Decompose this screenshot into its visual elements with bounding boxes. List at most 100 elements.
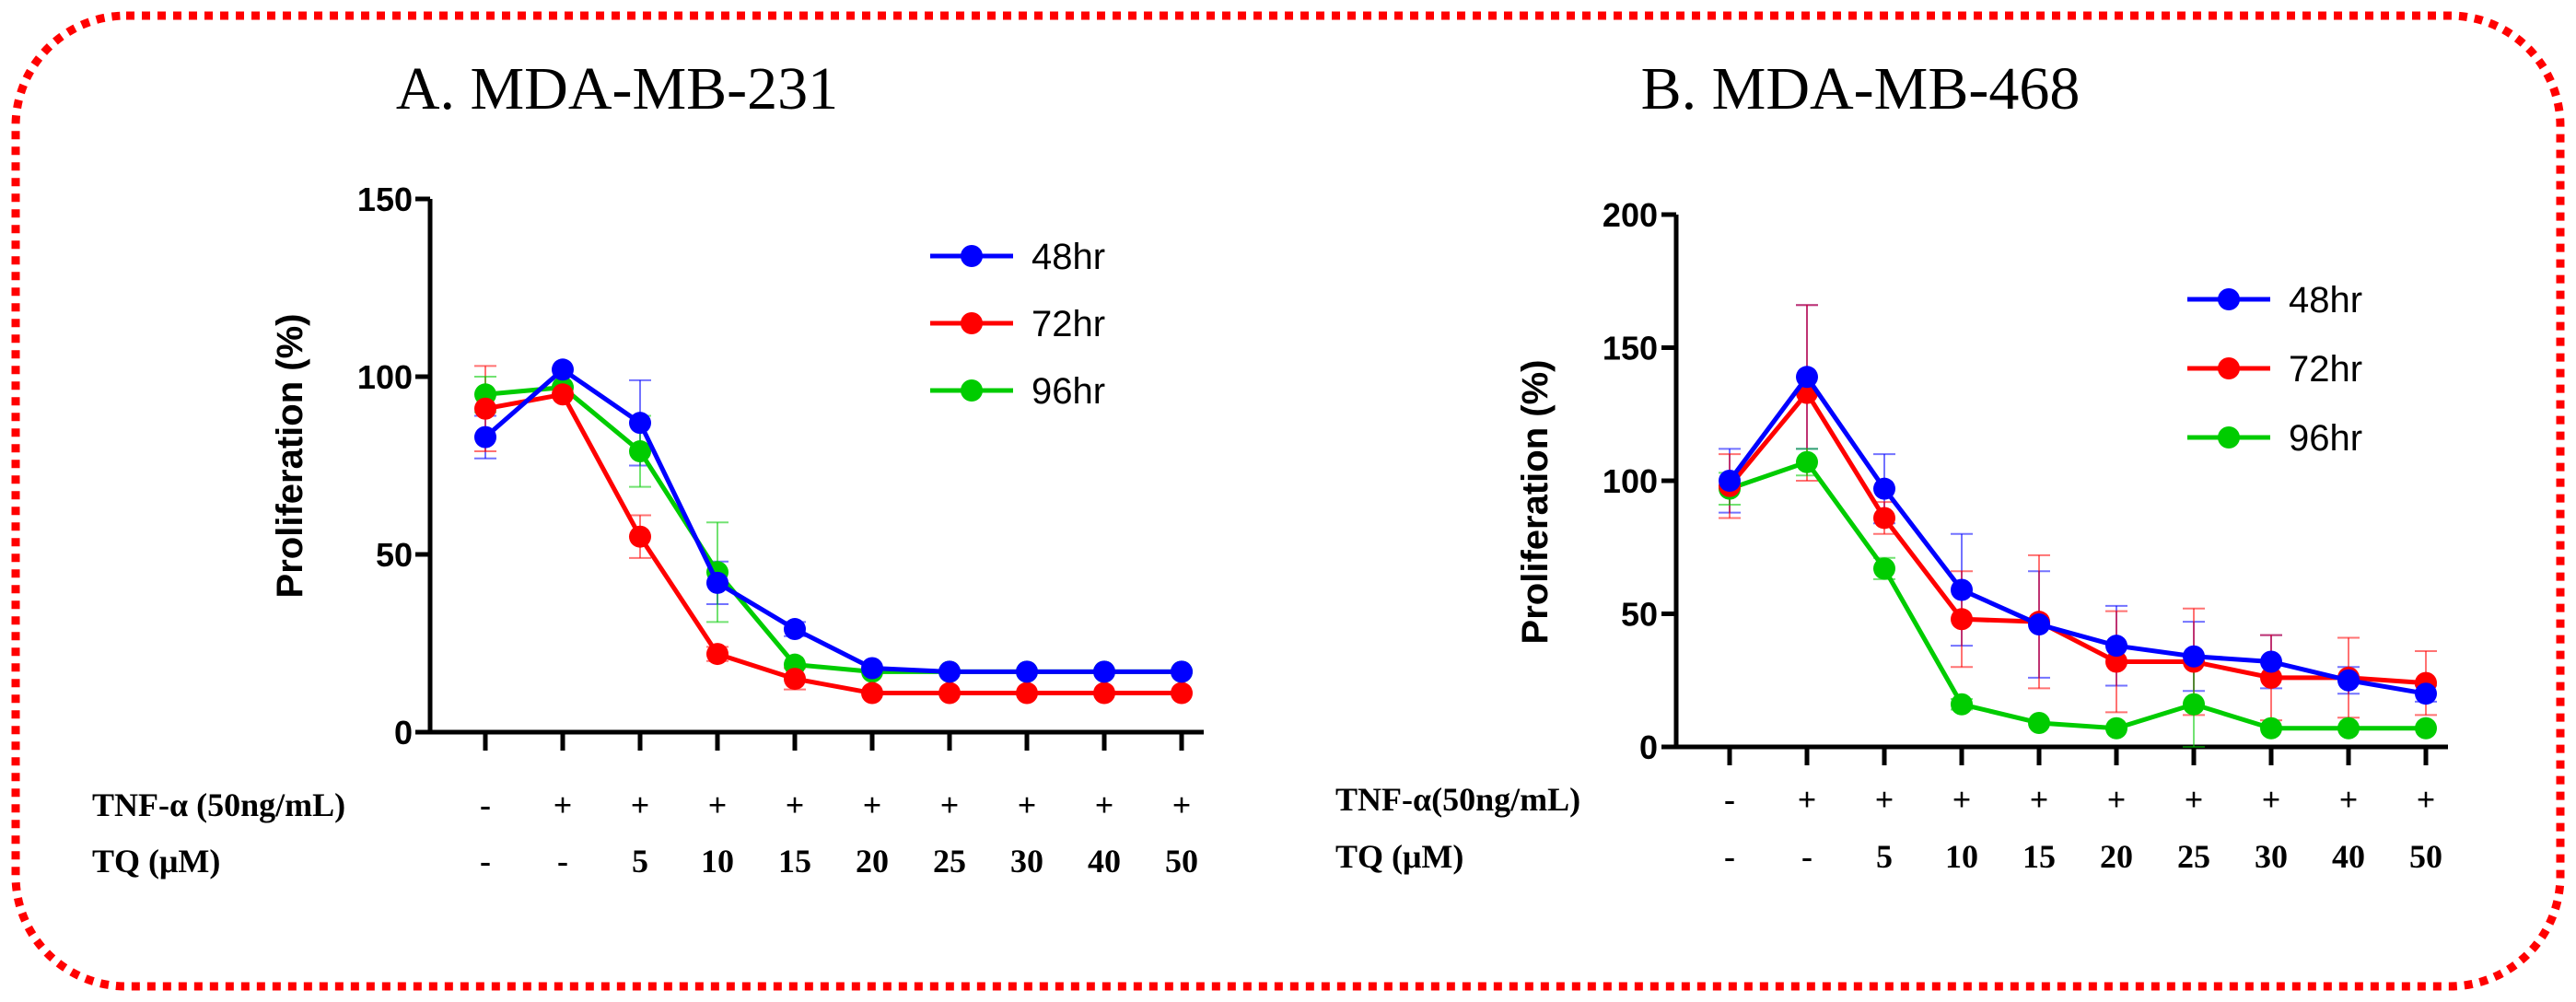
condition-value: 25: [933, 843, 966, 880]
condition-value: 15: [778, 843, 811, 880]
y-tick-label: 0: [1639, 728, 1658, 766]
chart-panel-b: B. MDA-MB-468 Proliferation (%) TNF-α(50…: [1335, 55, 2448, 875]
condition-value: -: [1724, 838, 1735, 875]
condition-value: 10: [1945, 838, 1978, 875]
data-point-96hr: [2415, 717, 2437, 740]
data-point-48hr: [1796, 366, 1818, 389]
y-tick-label: 0: [394, 714, 413, 752]
data-point-96hr: [2260, 717, 2282, 740]
condition-value: -: [557, 843, 568, 880]
data-point-48hr: [784, 618, 806, 641]
legend-label: 96hr: [1032, 371, 1105, 412]
data-point-96hr: [1873, 557, 1895, 580]
condition-value: -: [480, 843, 491, 880]
legend-label: 48hr: [1032, 237, 1105, 277]
data-point-48hr: [1171, 660, 1193, 683]
condition-value: +: [940, 786, 960, 823]
data-point-48hr: [474, 425, 496, 449]
condition-value: 40: [2332, 838, 2365, 875]
data-point-72hr: [474, 397, 496, 420]
condition-value: +: [2107, 781, 2127, 818]
condition-value: 25: [2177, 838, 2210, 875]
condition-value: 20: [856, 843, 889, 880]
data-point-48hr: [2337, 669, 2360, 692]
data-point-72hr: [1093, 682, 1115, 705]
condition-value: +: [2030, 781, 2049, 818]
row-label-tq: TQ (μM): [92, 843, 220, 880]
legend-label: 48hr: [2289, 280, 2362, 320]
legend-label: 96hr: [2289, 418, 2362, 459]
data-point-72hr: [1873, 507, 1895, 530]
y-tick-label: 200: [1603, 196, 1658, 234]
legend-label: 72hr: [2289, 349, 2362, 390]
data-point-48hr: [1719, 470, 1741, 492]
y-axis-label: Proliferation (%): [270, 314, 310, 599]
series-line-48hr: [1727, 374, 2427, 696]
data-point-48hr: [938, 660, 961, 683]
data-point-72hr: [2260, 666, 2282, 689]
data-point-48hr: [629, 412, 651, 435]
data-point-96hr: [1796, 450, 1818, 473]
condition-value: -: [480, 786, 491, 823]
data-point-48hr: [552, 358, 574, 381]
y-tick-label: 100: [1603, 462, 1658, 500]
data-point-96hr: [629, 440, 651, 463]
legend-swatch-marker: [961, 312, 983, 334]
data-point-72hr: [629, 525, 651, 548]
data-point-48hr: [1873, 477, 1895, 500]
data-point-48hr: [2028, 613, 2050, 636]
legend-label: 72hr: [1032, 304, 1105, 344]
data-point-48hr: [1093, 660, 1115, 683]
chart-panel-a: A. MDA-MB-231 Proliferation (%) TNF-α (5…: [92, 55, 1204, 880]
dotted-border: [11, 11, 2565, 991]
condition-value: +: [2417, 781, 2436, 818]
condition-value: +: [2185, 781, 2204, 818]
condition-value: +: [631, 786, 650, 823]
condition-value: 50: [2409, 838, 2442, 875]
data-point-96hr: [2337, 717, 2360, 740]
condition-value: 15: [2022, 838, 2056, 875]
data-point-72hr: [706, 643, 729, 666]
y-tick-label: 50: [1621, 596, 1658, 634]
condition-value: +: [1798, 781, 1817, 818]
data-point-72hr: [784, 668, 806, 691]
data-point-72hr: [2105, 650, 2127, 673]
row-label-tnf: TNF-α (50ng/mL): [92, 786, 345, 823]
data-point-48hr: [1016, 660, 1038, 683]
condition-value: 30: [1010, 843, 1043, 880]
legend-swatch-marker: [2218, 426, 2240, 449]
data-point-72hr: [1016, 682, 1038, 705]
y-axis-label: Proliferation (%): [1515, 360, 1556, 645]
condition-value: +: [2339, 781, 2359, 818]
condition-value: -: [1724, 781, 1735, 818]
condition-value: 5: [632, 843, 648, 880]
condition-value: 20: [2100, 838, 2133, 875]
chart-title: A. MDA-MB-231: [396, 55, 838, 122]
condition-value: +: [2262, 781, 2281, 818]
plot-area: 0 50 100 150 - + + + + + + + + + - - 5 10 15 20 25 30 40 50 48hr…: [357, 181, 1204, 880]
data-point-48hr: [2415, 682, 2437, 705]
data-point-72hr: [1951, 608, 1973, 631]
legend-swatch-marker: [961, 245, 983, 267]
series-line-96hr: [1729, 460, 2426, 731]
condition-value: +: [554, 786, 573, 823]
condition-value: 30: [2255, 838, 2288, 875]
data-point-48hr: [1951, 578, 1973, 601]
y-tick-label: 50: [376, 536, 413, 574]
row-label-tnf: TNF-α(50ng/mL): [1335, 781, 1580, 818]
condition-value: +: [1952, 781, 1972, 818]
y-tick-label: 100: [357, 358, 413, 396]
condition-value: 50: [1165, 843, 1198, 880]
data-point-96hr: [1951, 693, 1973, 716]
condition-value: 10: [701, 843, 734, 880]
legend-swatch-marker: [2218, 357, 2240, 379]
condition-value: 5: [1876, 838, 1893, 875]
series-line-48hr: [484, 367, 1182, 674]
data-point-48hr: [2105, 635, 2127, 658]
series-line-96hr: [484, 385, 1182, 674]
data-point-96hr: [2028, 711, 2050, 734]
data-point-96hr: [2183, 693, 2205, 716]
condition-value: +: [1018, 786, 1037, 823]
chart-title: B. MDA-MB-468: [1641, 55, 2081, 122]
condition-value: +: [708, 786, 728, 823]
